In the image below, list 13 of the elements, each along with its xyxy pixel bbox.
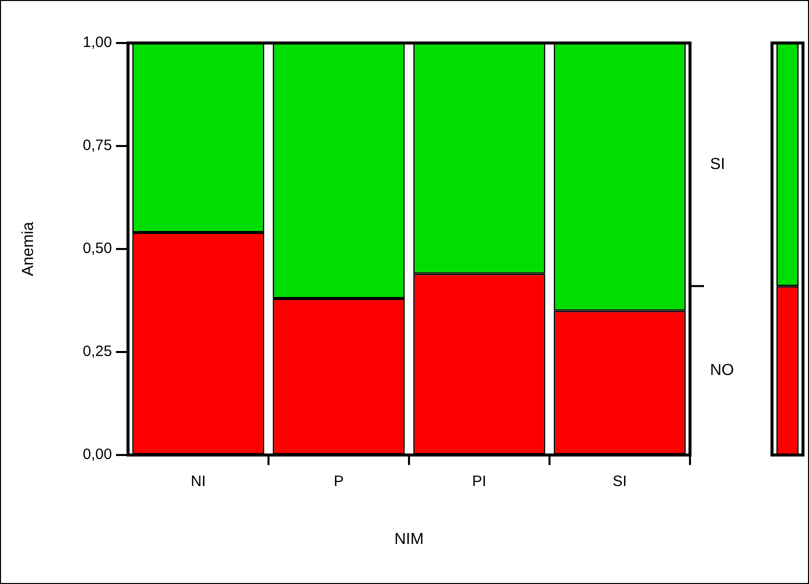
x-tick-label: P [334, 473, 344, 490]
y-tick-label: 0,25 [82, 343, 112, 360]
y-axis-title: Anemia [20, 222, 38, 276]
series-label: SI [710, 156, 726, 173]
x-axis-title: NIM [394, 530, 424, 548]
y-tick-label: 0,75 [82, 137, 112, 154]
y-tick-label: 0,00 [82, 446, 112, 464]
x-tick-label: SI [612, 473, 627, 490]
x-tick-label: NI [190, 473, 206, 490]
x-tick-label: PI [472, 473, 486, 490]
y-tick-label: 0,50 [82, 240, 112, 258]
y-tick-label: 1,00 [82, 34, 112, 52]
series-label: NO [710, 362, 734, 379]
